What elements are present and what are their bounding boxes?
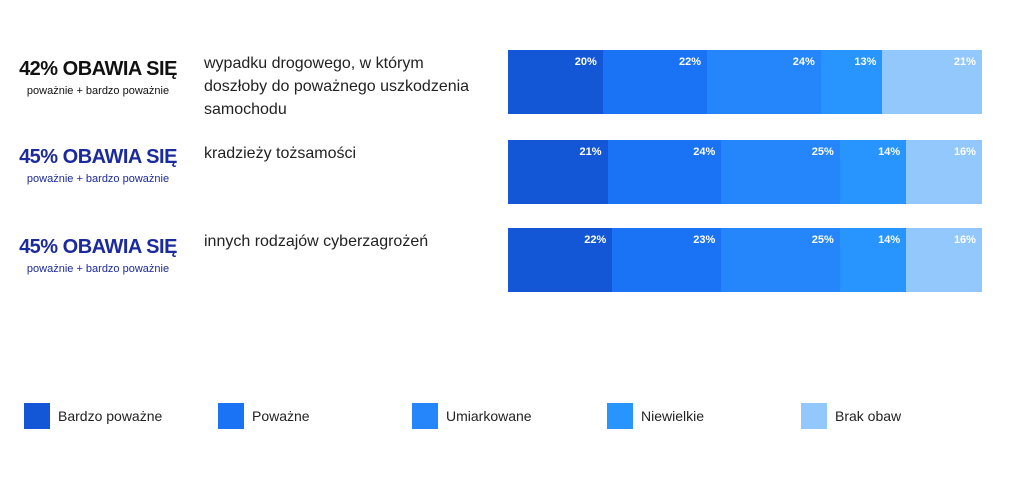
data-label: 25%: [811, 234, 834, 246]
bar-segment-niewielkie: 14%: [839, 228, 907, 292]
legend-swatch: [24, 403, 50, 429]
bar-segment-brak-obaw: 16%: [906, 228, 982, 292]
data-label: 13%: [854, 56, 877, 68]
data-label: 21%: [579, 146, 602, 158]
data-label: 16%: [953, 234, 976, 246]
data-label: 25%: [811, 146, 834, 158]
bar-segment-poważne: 23%: [612, 228, 722, 292]
data-label: 24%: [693, 146, 716, 158]
row-headline: 42% OBAWIA SIĘ: [19, 58, 177, 80]
legend-swatch: [607, 403, 633, 429]
legend-item: Brak obaw: [801, 403, 901, 429]
row-label: wypadku drogowego, w którym doszłoby do p…: [204, 52, 494, 121]
legend-label: Niewielkie: [641, 408, 705, 424]
row-headline-block: 45% OBAWIA SIĘ poważnie + bardzo poważnie: [0, 236, 196, 275]
bar-segment-bardzo-poważne: 20%: [508, 50, 603, 114]
row-subheadline: poważnie + bardzo poważnie: [26, 85, 170, 97]
row-label: kradzieży tożsamości: [204, 142, 494, 165]
legend-item: Niewielkie: [607, 403, 704, 429]
legend-item: Bardzo poważne: [24, 403, 162, 429]
row-label-line: wypadku drogowego, w którym: [204, 55, 424, 72]
row-label-line: doszłoby do poważnego uszkodzenia: [204, 78, 470, 95]
bar-segment-brak-obaw: 21%: [882, 50, 982, 114]
bar-segment-poważne: 22%: [602, 50, 708, 114]
bar-segment-umiarkowane: 24%: [707, 50, 821, 114]
legend-swatch: [801, 403, 827, 429]
row-label: innych rodzajów cyberzagrożeń: [204, 230, 494, 253]
stacked-bar: 20% 22% 24% 13% 21%: [508, 50, 982, 114]
row-headline-block: 45% OBAWIA SIĘ poważnie + bardzo poważnie: [0, 146, 196, 185]
row-headline: 45% OBAWIA SIĘ: [19, 146, 177, 168]
row-label-line: innych rodzajów cyberzagrożeń: [204, 233, 429, 250]
data-label: 23%: [693, 234, 716, 246]
data-label: 14%: [878, 234, 901, 246]
row-label-line: kradzieży tożsamości: [204, 145, 357, 162]
row-subheadline: poważnie + bardzo poważnie: [26, 173, 170, 185]
bar-segment-niewielkie: 13%: [820, 50, 883, 114]
bar-segment-niewielkie: 14%: [839, 140, 907, 204]
data-label: 24%: [792, 56, 815, 68]
bar-segment-umiarkowane: 25%: [721, 140, 840, 204]
bar-segment-umiarkowane: 25%: [721, 228, 840, 292]
row-headline-block: 42% OBAWIA SIĘ poważnie + bardzo poważnie: [0, 58, 196, 97]
bar-segment-poważne: 24%: [607, 140, 722, 204]
data-label: 22%: [584, 234, 607, 246]
bar-segment-bardzo-poważne: 22%: [508, 228, 613, 292]
legend-swatch: [218, 403, 244, 429]
row-subheadline: poważnie + bardzo poważnie: [26, 263, 170, 275]
stacked-bar: 21% 24% 25% 14% 16%: [508, 140, 982, 204]
data-label: 20%: [574, 56, 597, 68]
data-label: 21%: [953, 56, 976, 68]
data-label: 16%: [953, 146, 976, 158]
legend-item: Poważne: [218, 403, 310, 429]
legend-label: Poważne: [252, 408, 310, 424]
bar-segment-bardzo-poważne: 21%: [508, 140, 608, 204]
row-headline: 45% OBAWIA SIĘ: [19, 236, 177, 258]
legend-label: Brak obaw: [835, 408, 902, 424]
row-label-line: samochodu: [204, 101, 287, 118]
bar-segment-brak-obaw: 16%: [906, 140, 982, 204]
legend-label: Umiarkowane: [446, 408, 532, 424]
legend-swatch: [412, 403, 438, 429]
stacked-bar: 22% 23% 25% 14% 16%: [508, 228, 982, 292]
data-label: 14%: [878, 146, 901, 158]
legend-label: Bardzo poważne: [58, 408, 163, 424]
data-label: 22%: [679, 56, 702, 68]
legend-item: Umiarkowane: [412, 403, 532, 429]
